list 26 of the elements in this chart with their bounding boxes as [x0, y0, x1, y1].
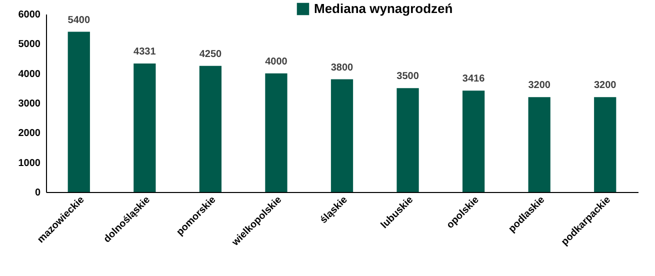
bar [528, 97, 550, 192]
bar [594, 97, 616, 192]
bar [134, 64, 156, 192]
y-tick-label: 0 [34, 188, 41, 198]
data-label: 3200 [528, 80, 551, 92]
y-tick-label: 5000 [18, 39, 41, 50]
y-tick-label: 1000 [18, 158, 41, 169]
bar [462, 90, 485, 192]
data-label: 3416 [462, 74, 486, 85]
data-label: 4331 [134, 46, 156, 58]
bar [68, 32, 90, 192]
data-label: 4250 [199, 48, 222, 60]
y-tick-label: 3000 [18, 98, 41, 110]
bar [265, 73, 288, 192]
bar [199, 66, 222, 192]
bar [396, 88, 419, 192]
legend-label: Mediana wynagrodzeń [314, 1, 453, 16]
bar [330, 79, 354, 192]
data-label: 3500 [396, 71, 420, 82]
y-tick-label: 4000 [18, 68, 41, 80]
y-tick-label: 2000 [18, 128, 41, 140]
data-label: 4000 [265, 56, 288, 68]
data-label: 5400 [68, 14, 90, 26]
data-label: 3800 [330, 62, 354, 74]
data-label: 3200 [594, 80, 617, 92]
y-tick-label: 6000 [18, 10, 41, 20]
